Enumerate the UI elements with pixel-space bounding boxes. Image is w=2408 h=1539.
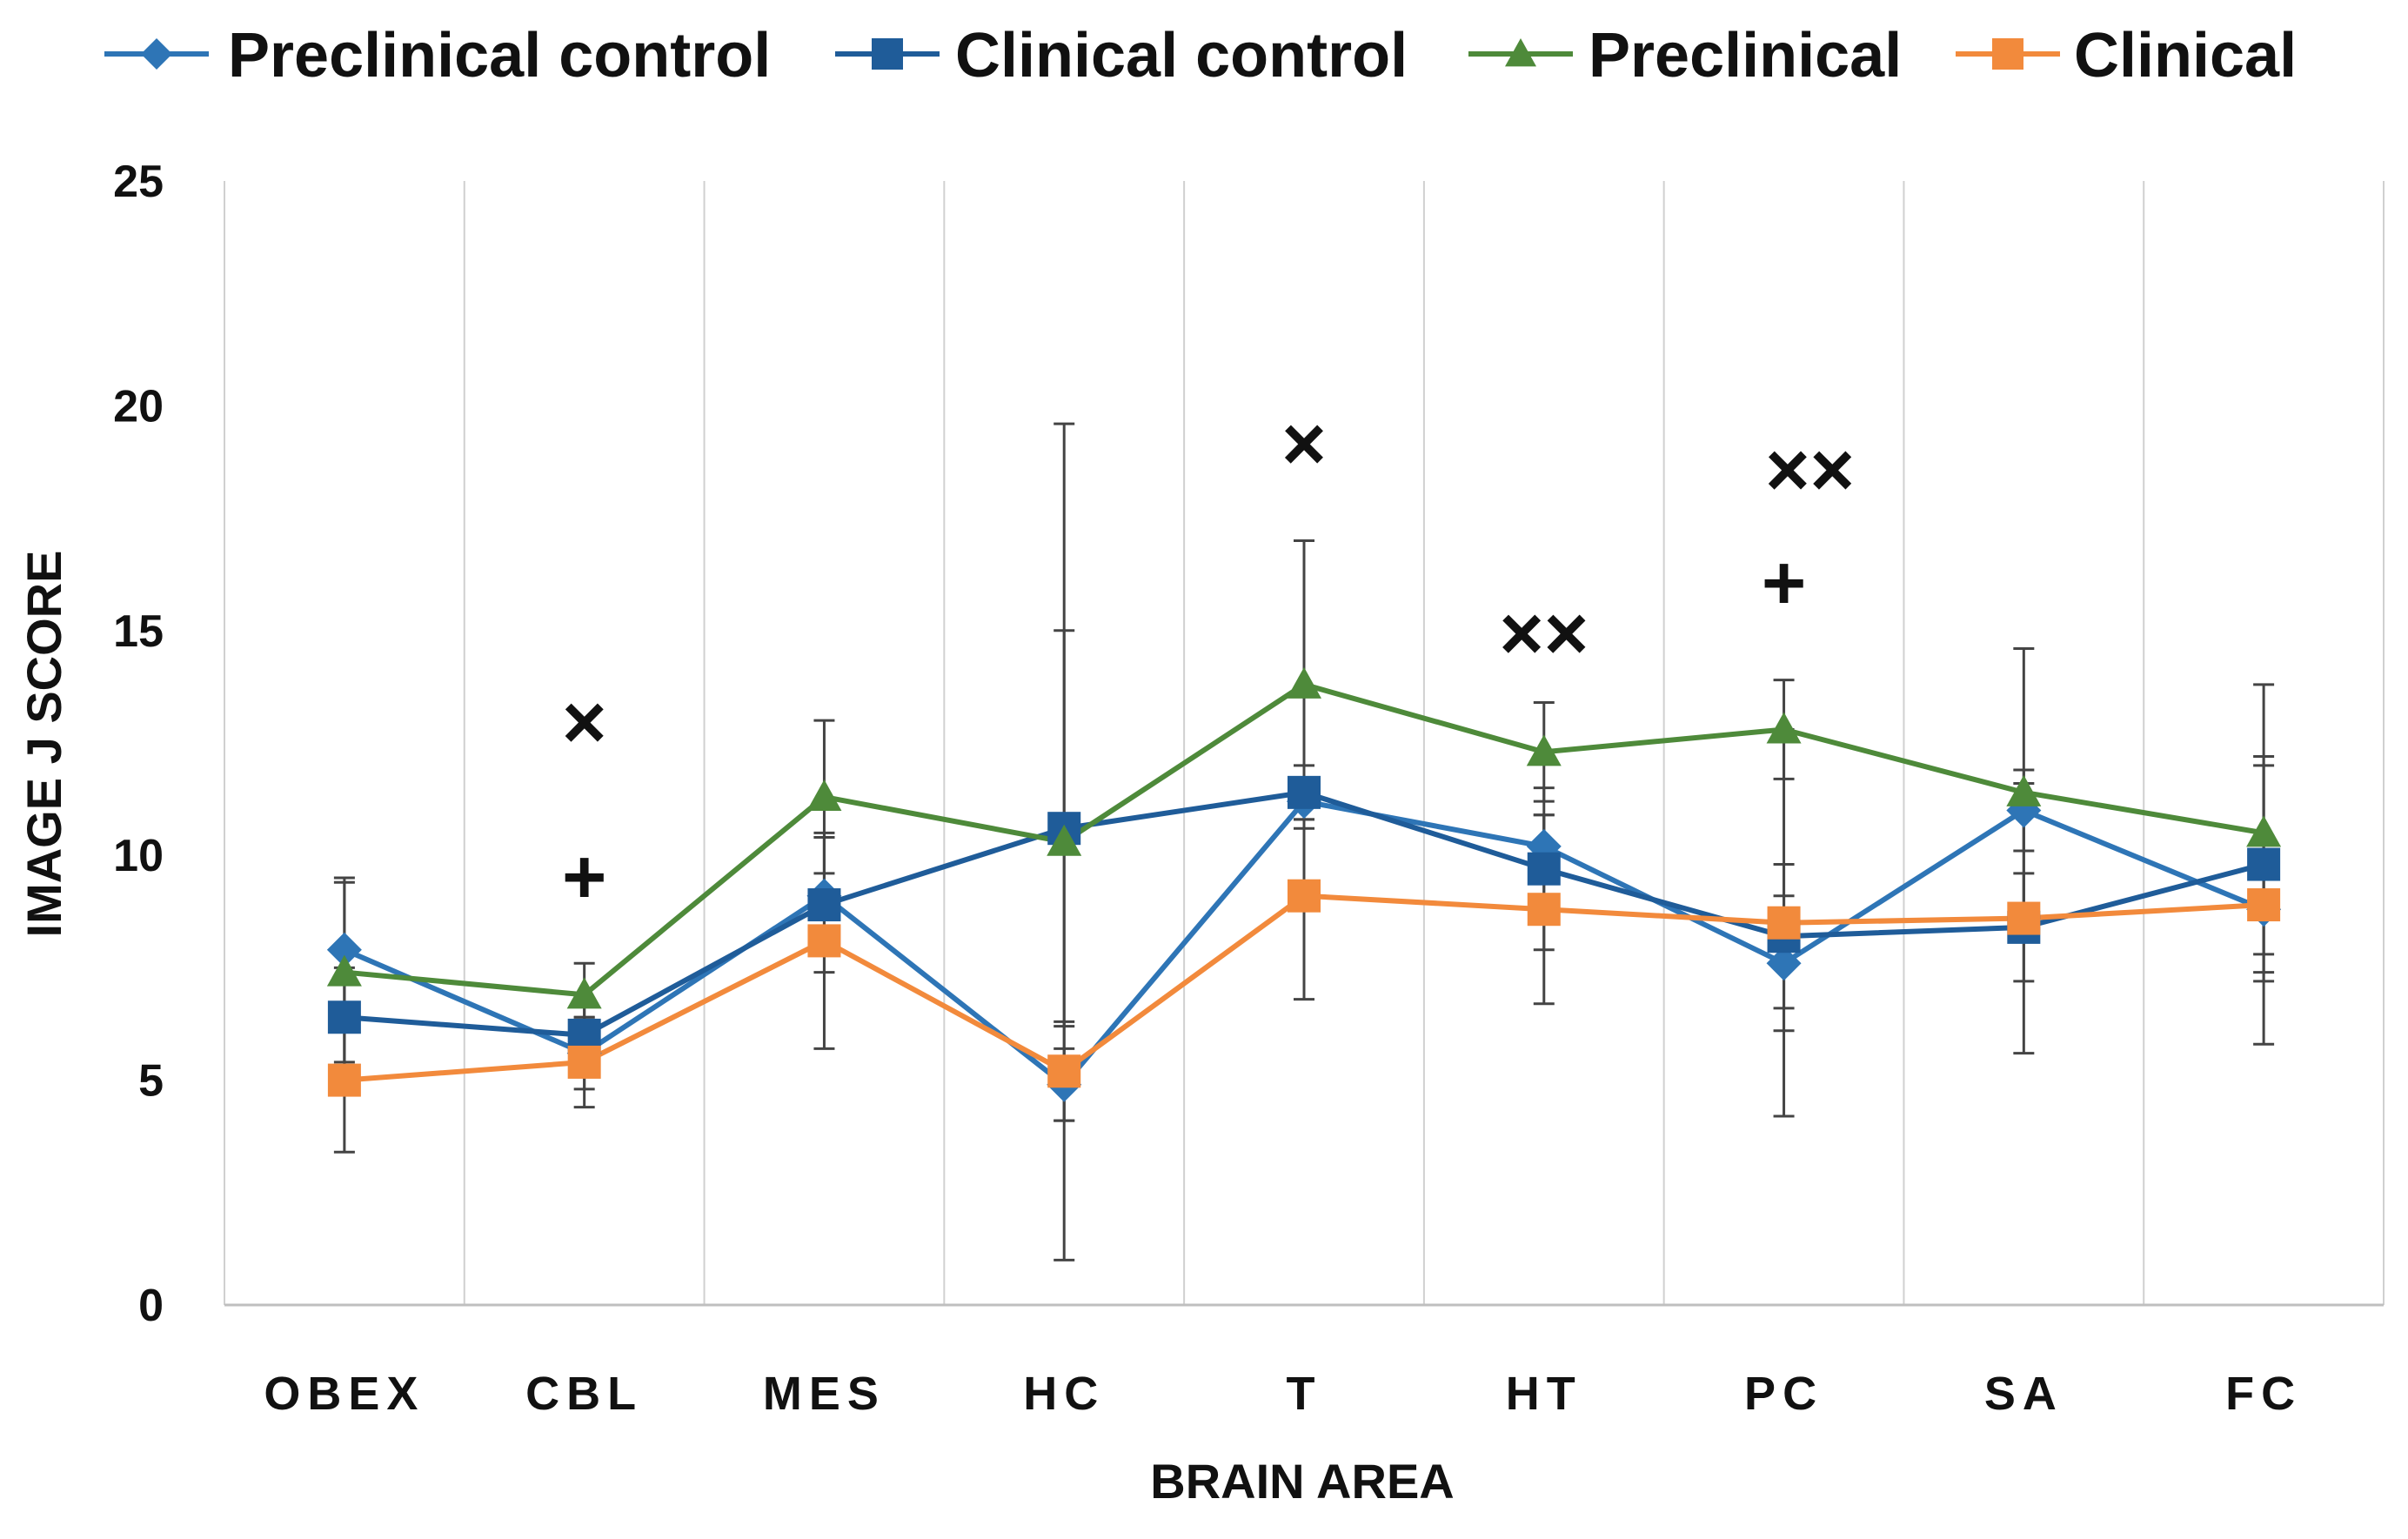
- x-tick-label-ht: HT: [1506, 1368, 1582, 1420]
- x-tick-label-obex: OBEX: [264, 1368, 425, 1420]
- y-tick-label: 0: [138, 1281, 164, 1331]
- annotation-cbl: ×: [562, 679, 606, 765]
- x-axis-ticks: OBEX CBL MES HC T HT PC SA FC: [264, 1368, 2302, 1420]
- y-tick-label: 15: [113, 606, 164, 657]
- legend-item-clinical-control: Clinical control: [835, 21, 1408, 90]
- legend: Preclinical control Clinical control Precl…: [104, 21, 2297, 90]
- error-bars: [333, 422, 2275, 1261]
- legend-label: Clinical: [2074, 21, 2297, 90]
- x-tick-label-t: T: [1287, 1368, 1322, 1420]
- annotation-ht: ××: [1499, 590, 1589, 676]
- legend-item-preclinical: Preclinical: [1468, 21, 1902, 90]
- annotation-cbl: +: [562, 833, 606, 920]
- x-axis-title: BRAIN AREA: [1150, 1454, 1454, 1509]
- marker-clinical: [807, 924, 841, 958]
- x-tick-label-hc: HC: [1023, 1368, 1105, 1420]
- marker-clinical-control: [807, 888, 841, 922]
- x-tick-label-sa: SA: [1984, 1368, 2064, 1420]
- significance-annotations: ×+×××××+: [562, 400, 1855, 920]
- x-tick-label-mes: MES: [763, 1368, 886, 1420]
- legend-marker: [1992, 38, 2023, 70]
- legend-marker: [141, 38, 172, 70]
- marker-preclinical: [806, 780, 842, 812]
- marker-preclinical: [326, 954, 362, 987]
- y-tick-label: 10: [113, 831, 164, 881]
- legend-marker: [872, 38, 903, 70]
- legend-label: Clinical control: [955, 21, 1408, 90]
- marker-preclinical: [1766, 712, 1802, 744]
- legend-item-clinical: Clinical: [1956, 21, 2297, 90]
- marker-clinical-control: [1527, 852, 1561, 886]
- marker-preclinical: [2006, 774, 2042, 806]
- data-markers: [326, 666, 2282, 1102]
- marker-clinical: [1047, 1054, 1081, 1088]
- marker-preclinical: [566, 977, 602, 1009]
- y-tick-label: 20: [113, 381, 164, 432]
- marker-preclinical: [1287, 666, 1321, 699]
- marker-clinical-control: [327, 1000, 361, 1034]
- legend-item-preclinical-control: Preclinical control: [104, 21, 771, 90]
- marker-preclinical-control: [326, 932, 362, 967]
- y-tick-label: 5: [138, 1056, 164, 1107]
- marker-preclinical: [1526, 734, 1562, 766]
- y-axis-ticks: 0 5 10 15 20 25: [113, 157, 164, 1331]
- marker-clinical: [327, 1063, 361, 1097]
- marker-clinical: [1767, 906, 1801, 940]
- marker-preclinical: [1047, 824, 1082, 856]
- marker-clinical-control: [2247, 847, 2281, 881]
- marker-clinical: [2247, 888, 2281, 922]
- marker-clinical: [2007, 901, 2041, 935]
- x-tick-label-pc: PC: [1744, 1368, 1823, 1420]
- marker-clinical: [567, 1045, 601, 1079]
- y-axis-title: IMAGE J SCORE: [17, 551, 71, 938]
- legend-label: Preclinical: [1589, 21, 1902, 90]
- marker-preclinical: [2246, 815, 2282, 847]
- marker-clinical: [1288, 879, 1321, 913]
- legend-label: Preclinical control: [228, 21, 771, 90]
- gridlines: [224, 181, 2385, 1307]
- x-tick-label-fc: FC: [2225, 1368, 2302, 1420]
- marker-preclinical-control: [1766, 946, 1802, 981]
- marker-clinical: [1527, 893, 1561, 927]
- marker-clinical-control: [1288, 775, 1321, 809]
- x-tick-label-cbl: CBL: [525, 1368, 643, 1420]
- y-tick-label: 25: [113, 157, 164, 207]
- annotation-t: ×: [1281, 400, 1326, 486]
- legend-marker: [1505, 38, 1536, 67]
- annotation-pc: +: [1762, 539, 1806, 626]
- annotation-pc: ××: [1765, 426, 1855, 512]
